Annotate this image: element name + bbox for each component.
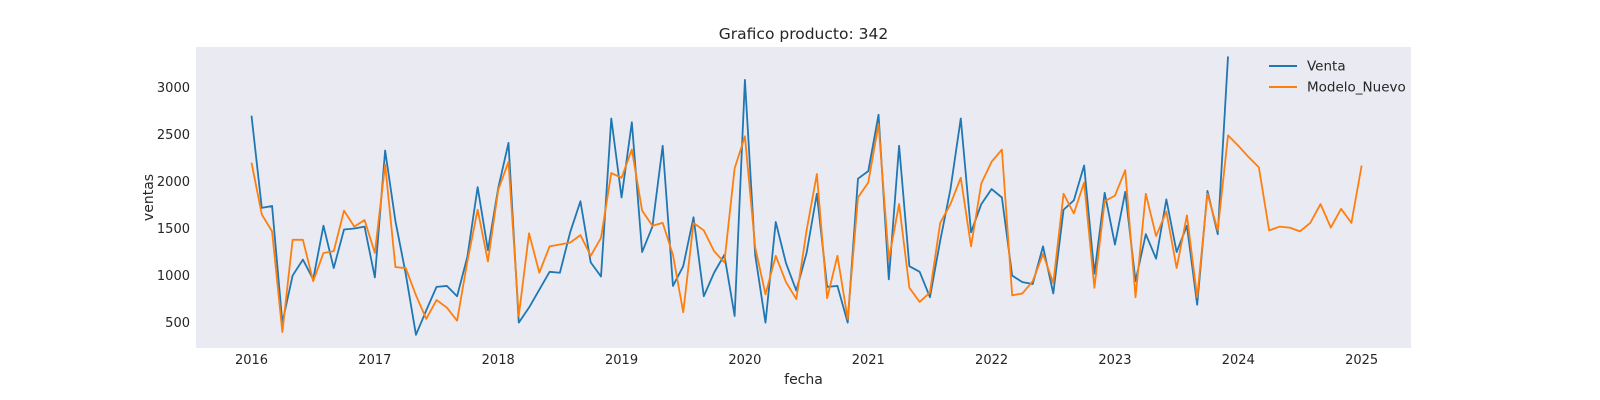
x-tick-label: 2017 — [358, 353, 391, 368]
x-tick-label: 2018 — [482, 353, 515, 368]
y-tick-label: 500 — [165, 316, 190, 331]
y-tick-label: 3000 — [157, 81, 190, 96]
y-tick-label: 1500 — [157, 222, 190, 237]
series-layer — [250, 56, 1363, 336]
x-tick-label: 2022 — [975, 353, 1008, 368]
legend: Venta Modelo_Nuevo — [1269, 59, 1406, 96]
y-tick-label: 2000 — [157, 175, 190, 190]
x-axis-label: fecha — [784, 372, 823, 388]
x-tick-label: 2025 — [1345, 353, 1378, 368]
x-axis-ticks: 2016 2017 2018 2019 2020 2021 2022 2023 2024 2025 — [235, 353, 1378, 368]
series-line-1 — [250, 56, 1229, 336]
x-tick-label: 2021 — [852, 353, 885, 368]
series-line-2 — [250, 123, 1363, 333]
x-tick-label: 2024 — [1222, 353, 1255, 368]
y-tick-label: 2500 — [157, 128, 190, 143]
x-tick-label: 2023 — [1098, 353, 1131, 368]
y-axis-label: ventas — [141, 174, 157, 221]
legend-label: Modelo_Nuevo — [1307, 80, 1406, 96]
y-tick-label: 1000 — [157, 269, 190, 284]
x-tick-label: 2020 — [728, 353, 761, 368]
chart-title: Grafico producto: 342 — [719, 25, 888, 43]
y-axis-ticks: 500 1000 1500 2000 2500 3000 — [157, 81, 190, 331]
x-tick-label: 2016 — [235, 353, 268, 368]
x-tick-label: 2019 — [605, 353, 638, 368]
plot-area — [196, 47, 1411, 348]
legend-label: Venta — [1307, 59, 1346, 75]
